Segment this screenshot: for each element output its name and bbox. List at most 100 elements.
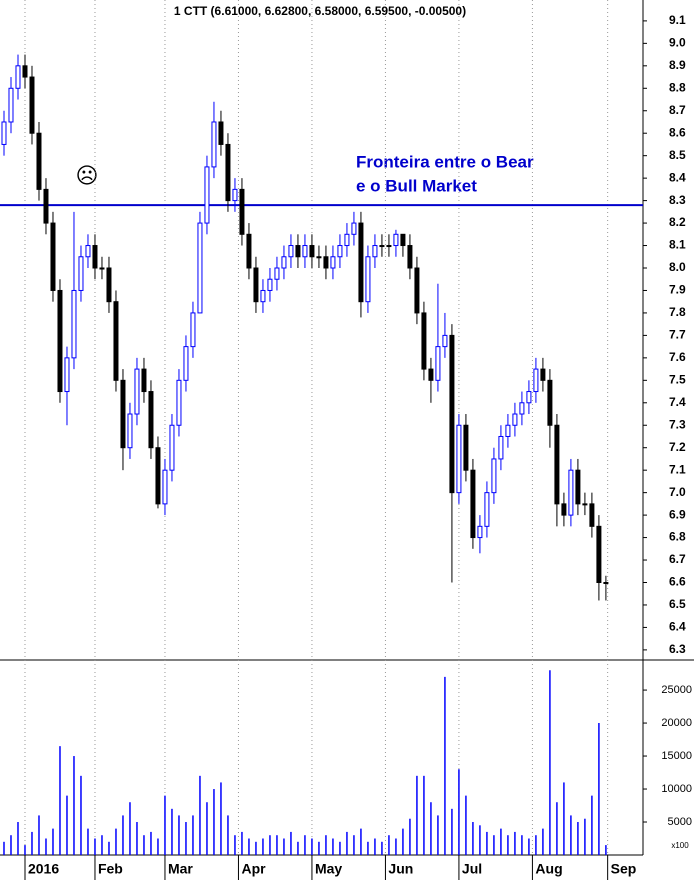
y-tick-label: 7.4 xyxy=(669,395,686,409)
candle-body xyxy=(183,346,189,381)
y-tick-label: 7.9 xyxy=(669,283,686,297)
candle-body xyxy=(568,469,574,516)
candle-body xyxy=(505,424,511,437)
y-tick-label: 9.1 xyxy=(669,13,686,27)
candle-body xyxy=(239,188,245,235)
candle-body xyxy=(274,267,280,280)
y-tick-label: 8.2 xyxy=(669,215,686,229)
volume-tick-label: 10000 xyxy=(661,783,692,795)
volume-tick-label: 25000 xyxy=(661,684,692,696)
candle-body xyxy=(225,143,231,202)
y-tick-label: 7.1 xyxy=(669,462,686,476)
y-tick-label: 7.2 xyxy=(669,440,686,454)
candle-body xyxy=(323,256,329,269)
candle-body xyxy=(512,413,518,426)
candle-body xyxy=(589,503,595,527)
volume-tick-label: 20000 xyxy=(661,717,692,729)
y-tick-label: 6.8 xyxy=(669,530,686,544)
candle-body xyxy=(435,346,441,381)
x-tick-label: Aug xyxy=(535,861,562,877)
y-tick-label: 9.0 xyxy=(669,36,686,50)
candle-body xyxy=(400,233,406,247)
candle-body xyxy=(253,267,259,303)
x-tick-label: Apr xyxy=(241,861,266,877)
candle-body xyxy=(15,65,21,89)
volume-unit: x100 xyxy=(671,841,689,850)
candle-body xyxy=(50,222,56,291)
candle-body xyxy=(113,301,119,381)
y-tick-label: 8.0 xyxy=(669,260,686,274)
candle-body xyxy=(148,391,154,449)
y-tick-label: 7.8 xyxy=(669,305,686,319)
candle-body xyxy=(498,435,504,460)
candle-body xyxy=(85,245,91,258)
candle-body xyxy=(519,402,525,415)
candle-body xyxy=(358,222,364,303)
candle-body xyxy=(36,132,42,190)
candle-body xyxy=(120,379,126,449)
candle-body xyxy=(99,267,105,270)
candle-body xyxy=(57,289,63,393)
candle-body xyxy=(204,166,210,224)
candle-body xyxy=(71,289,77,359)
candle-body xyxy=(477,525,483,539)
candle-body xyxy=(260,289,266,303)
candle-body xyxy=(365,256,371,303)
volume-tick-label: 5000 xyxy=(668,816,692,828)
y-tick-label: 8.5 xyxy=(669,148,686,162)
y-tick-label: 8.1 xyxy=(669,238,686,252)
y-tick-label: 8.9 xyxy=(669,58,686,72)
candle-body xyxy=(603,581,609,584)
candle-body xyxy=(393,233,399,247)
candle-body xyxy=(316,256,322,259)
candle-body xyxy=(596,525,602,583)
candle-body xyxy=(351,222,357,235)
y-tick-label: 7.0 xyxy=(669,485,686,499)
x-tick-label: Feb xyxy=(98,861,123,877)
candle-body xyxy=(372,245,378,258)
candle-body xyxy=(29,76,35,134)
y-tick-label: 8.6 xyxy=(669,125,686,139)
candle-body xyxy=(43,188,49,224)
candle-body xyxy=(561,503,567,516)
candle-body xyxy=(155,447,161,505)
candle-body xyxy=(106,267,112,303)
candle-body xyxy=(8,87,14,123)
candle-body xyxy=(407,245,413,269)
x-tick-label: Sep xyxy=(611,861,637,877)
candle-body xyxy=(309,245,315,258)
candle-body xyxy=(428,368,434,381)
x-tick-label: May xyxy=(315,861,342,877)
candle-body xyxy=(526,391,532,404)
candle-body xyxy=(197,222,203,314)
candle-body xyxy=(449,334,455,494)
x-tick-label: Jun xyxy=(388,861,413,877)
y-tick-label: 8.3 xyxy=(669,193,686,207)
y-tick-label: 8.4 xyxy=(669,170,686,184)
candle-body xyxy=(211,121,217,168)
y-tick-label: 6.4 xyxy=(669,620,686,634)
candle-body xyxy=(218,121,224,145)
candle-body xyxy=(414,267,420,314)
candle-body xyxy=(547,379,553,426)
y-tick-label: 7.6 xyxy=(669,350,686,364)
y-tick-label: 6.9 xyxy=(669,507,686,521)
candle-body xyxy=(470,469,476,539)
candle-body xyxy=(554,424,560,505)
candle-body xyxy=(484,492,490,527)
candle-body xyxy=(1,121,7,145)
annotation: e o Bull Market xyxy=(356,176,477,195)
candle-body xyxy=(302,245,308,258)
candle-body xyxy=(232,188,238,202)
candle-body xyxy=(533,368,539,393)
y-tick-label: 8.7 xyxy=(669,103,686,117)
candle-body xyxy=(456,424,462,494)
candle-body xyxy=(582,503,588,506)
candle-body xyxy=(190,312,196,348)
candle-body xyxy=(379,245,385,248)
candle-body xyxy=(281,256,287,269)
candle-body xyxy=(64,357,70,393)
candle-body xyxy=(141,368,147,393)
